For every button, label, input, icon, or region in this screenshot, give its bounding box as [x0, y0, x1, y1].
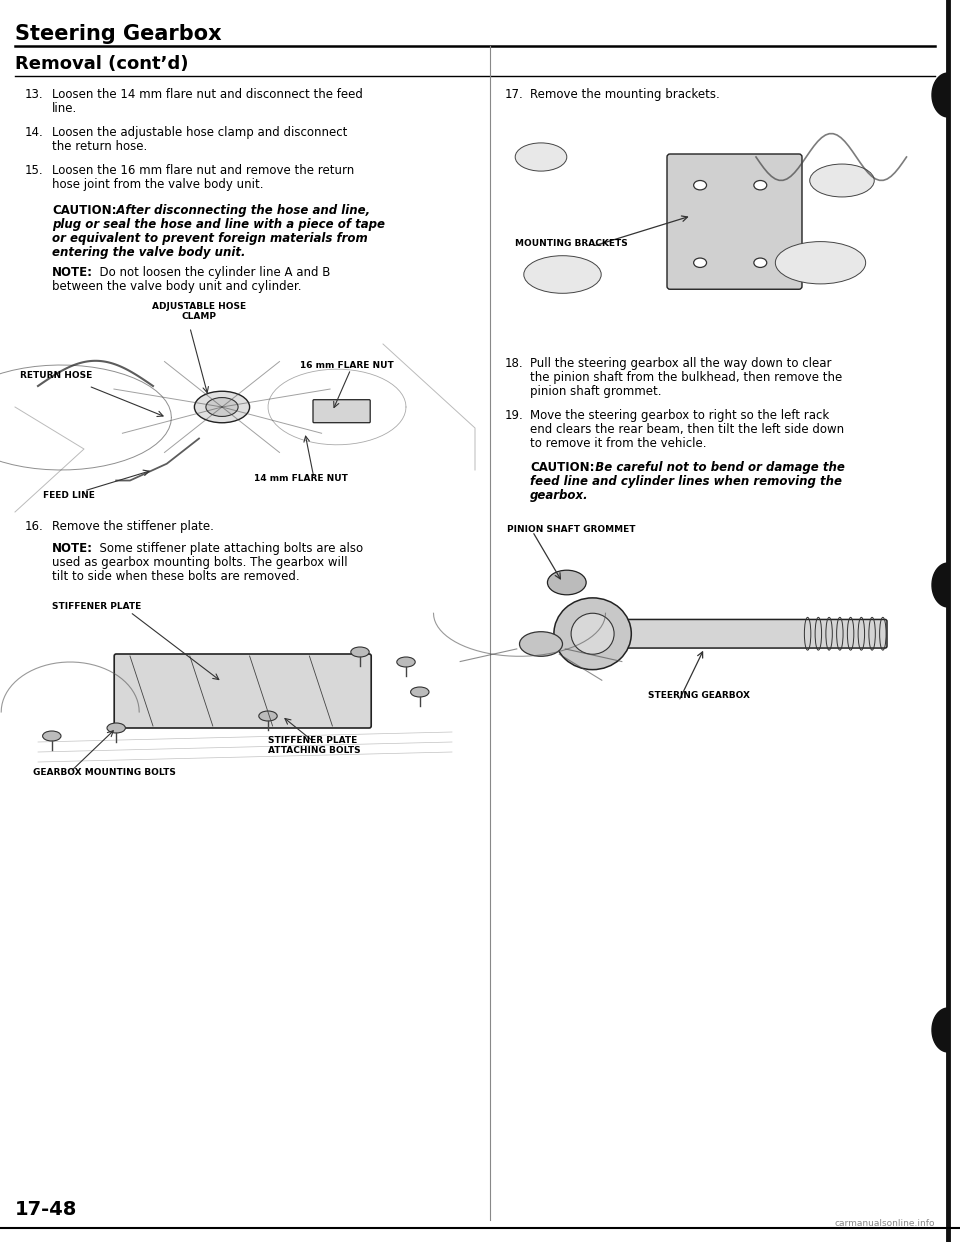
Text: 14 mm FLARE NUT: 14 mm FLARE NUT: [254, 474, 348, 483]
Text: MOUNTING BRACKETS: MOUNTING BRACKETS: [516, 240, 628, 248]
Text: 13.: 13.: [25, 88, 43, 101]
Text: STIFFENER PLATE
ATTACHING BOLTS: STIFFENER PLATE ATTACHING BOLTS: [268, 737, 361, 755]
Bar: [15, 592, 475, 792]
Ellipse shape: [194, 391, 250, 422]
Text: Loosen the adjustable hose clamp and disconnect: Loosen the adjustable hose clamp and dis…: [52, 125, 348, 139]
Text: to remove it from the vehicle.: to remove it from the vehicle.: [530, 437, 707, 450]
Ellipse shape: [754, 258, 767, 267]
Text: GEARBOX MOUNTING BOLTS: GEARBOX MOUNTING BOLTS: [34, 768, 177, 777]
Text: entering the valve body unit.: entering the valve body unit.: [52, 246, 246, 260]
Text: FEED LINE: FEED LINE: [42, 491, 94, 501]
Text: Steering Gearbox: Steering Gearbox: [15, 24, 222, 43]
Polygon shape: [932, 73, 948, 117]
Ellipse shape: [524, 256, 601, 293]
Text: Loosen the 14 mm flare nut and disconnect the feed: Loosen the 14 mm flare nut and disconnec…: [52, 88, 363, 101]
Text: After disconnecting the hose and line,: After disconnecting the hose and line,: [108, 204, 371, 217]
Text: 17-48: 17-48: [15, 1200, 78, 1218]
Ellipse shape: [694, 180, 707, 190]
Text: 17.: 17.: [505, 88, 524, 101]
FancyBboxPatch shape: [114, 655, 372, 728]
Ellipse shape: [350, 647, 370, 657]
Polygon shape: [932, 1009, 948, 1052]
Text: the return hose.: the return hose.: [52, 140, 147, 153]
Ellipse shape: [519, 632, 563, 656]
Text: plug or seal the hose and line with a piece of tape: plug or seal the hose and line with a pi…: [52, 219, 385, 231]
Bar: [498, 111, 928, 345]
Ellipse shape: [205, 397, 238, 416]
Ellipse shape: [754, 180, 767, 190]
Text: PINION SHAFT GROMMET: PINION SHAFT GROMMET: [507, 525, 636, 534]
Ellipse shape: [694, 258, 707, 267]
Text: NOTE:: NOTE:: [52, 542, 93, 555]
Text: Remove the mounting brackets.: Remove the mounting brackets.: [530, 88, 720, 101]
Text: gearbox.: gearbox.: [530, 489, 588, 502]
Text: 15.: 15.: [25, 164, 43, 178]
Bar: [498, 520, 928, 727]
Bar: [15, 302, 475, 512]
Text: Move the steering gearbox to right so the left rack: Move the steering gearbox to right so th…: [530, 409, 829, 422]
Text: Do not loosen the cylinder line A and B: Do not loosen the cylinder line A and B: [92, 266, 330, 279]
Text: Pull the steering gearbox all the way down to clear: Pull the steering gearbox all the way do…: [530, 356, 831, 370]
Text: 16 mm FLARE NUT: 16 mm FLARE NUT: [300, 360, 394, 370]
Text: line.: line.: [52, 102, 77, 116]
Text: carmanualsonline.info: carmanualsonline.info: [834, 1218, 935, 1228]
Ellipse shape: [809, 164, 875, 197]
Text: CAUTION:: CAUTION:: [52, 204, 116, 217]
Ellipse shape: [259, 710, 277, 722]
Text: RETURN HOSE: RETURN HOSE: [19, 371, 92, 380]
Text: STEERING GEARBOX: STEERING GEARBOX: [649, 691, 751, 700]
Text: end clears the rear beam, then tilt the left side down: end clears the rear beam, then tilt the …: [530, 424, 844, 436]
FancyBboxPatch shape: [590, 620, 887, 648]
Text: 16.: 16.: [25, 520, 44, 533]
Text: Some stiffener plate attaching bolts are also: Some stiffener plate attaching bolts are…: [92, 542, 363, 555]
Ellipse shape: [547, 570, 587, 595]
Text: Remove the stiffener plate.: Remove the stiffener plate.: [52, 520, 214, 533]
Text: 18.: 18.: [505, 356, 523, 370]
Ellipse shape: [42, 732, 61, 741]
Text: the pinion shaft from the bulkhead, then remove the: the pinion shaft from the bulkhead, then…: [530, 371, 842, 384]
Text: STIFFENER PLATE: STIFFENER PLATE: [52, 602, 141, 611]
FancyBboxPatch shape: [313, 400, 371, 422]
Text: 14.: 14.: [25, 125, 44, 139]
Text: pinion shaft grommet.: pinion shaft grommet.: [530, 385, 661, 397]
Ellipse shape: [571, 614, 614, 655]
Text: hose joint from the valve body unit.: hose joint from the valve body unit.: [52, 178, 263, 191]
Text: feed line and cylinder lines when removing the: feed line and cylinder lines when removi…: [530, 474, 842, 488]
Text: Loosen the 16 mm flare nut and remove the return: Loosen the 16 mm flare nut and remove th…: [52, 164, 354, 178]
Text: tilt to side when these bolts are removed.: tilt to side when these bolts are remove…: [52, 570, 300, 582]
Ellipse shape: [107, 723, 126, 733]
Text: or equivalent to prevent foreign materials from: or equivalent to prevent foreign materia…: [52, 232, 368, 245]
Text: ADJUSTABLE HOSE
CLAMP: ADJUSTABLE HOSE CLAMP: [152, 302, 246, 322]
Ellipse shape: [554, 597, 632, 669]
Ellipse shape: [776, 242, 866, 284]
Text: Be careful not to bend or damage the: Be careful not to bend or damage the: [587, 461, 845, 474]
Text: CAUTION:: CAUTION:: [530, 461, 594, 474]
Ellipse shape: [411, 687, 429, 697]
Text: 19.: 19.: [505, 409, 524, 422]
Text: Removal (cont’d): Removal (cont’d): [15, 55, 188, 73]
FancyBboxPatch shape: [667, 154, 802, 289]
Text: used as gearbox mounting bolts. The gearbox will: used as gearbox mounting bolts. The gear…: [52, 556, 348, 569]
Ellipse shape: [396, 657, 415, 667]
Polygon shape: [932, 563, 948, 607]
Text: NOTE:: NOTE:: [52, 266, 93, 279]
Ellipse shape: [516, 143, 566, 171]
Text: between the valve body unit and cylinder.: between the valve body unit and cylinder…: [52, 279, 301, 293]
